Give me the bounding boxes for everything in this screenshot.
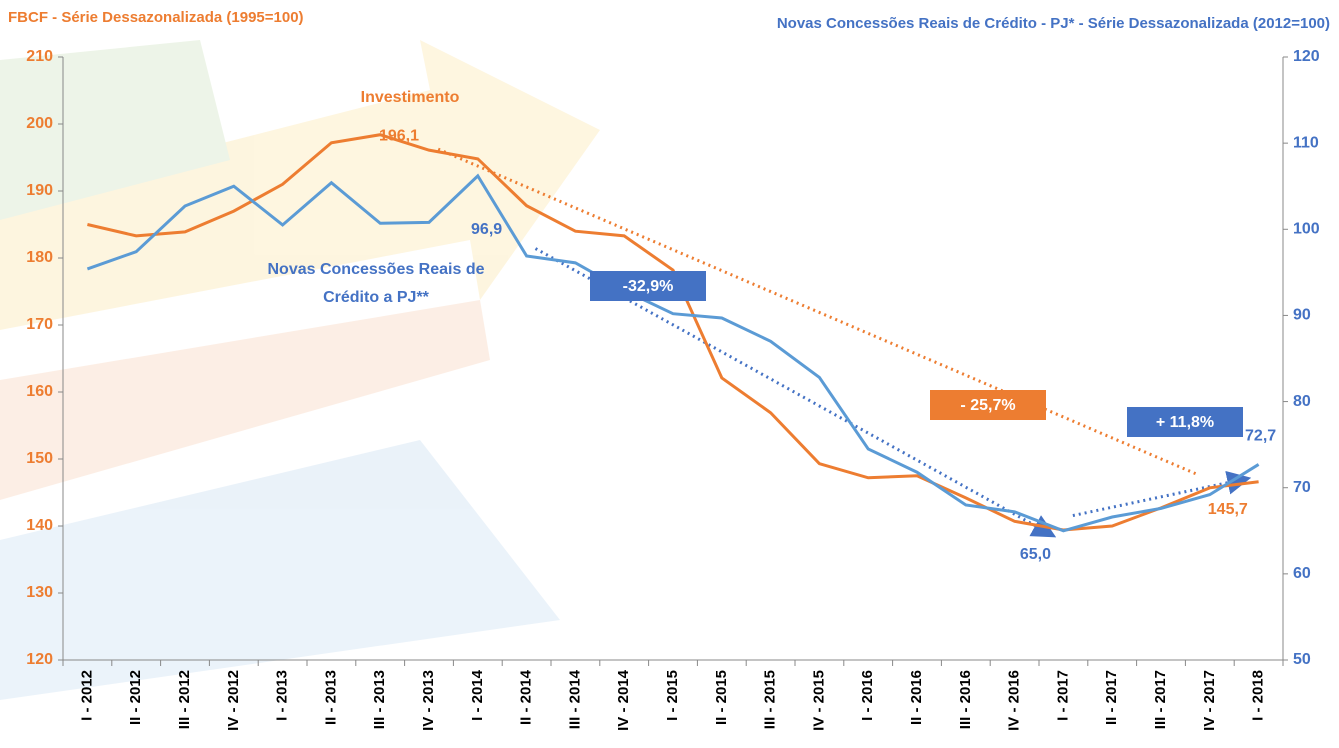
y2-tick-label: 120 [1293,48,1320,65]
x-tick-label: II - 2015 [713,670,730,725]
y-tick-label: 150 [26,450,53,467]
x-tick-label: III - 2016 [957,670,974,729]
y-tick-label: 180 [26,249,53,266]
change-label: - 25,7% [960,397,1015,414]
x-tick-label: IV - 2012 [225,670,242,731]
x-tick-label: II - 2013 [322,670,339,725]
x-tick-label: I - 2017 [1054,670,1071,721]
x-tick-label: IV - 2015 [810,670,827,731]
value-label: 72,7 [1245,428,1276,445]
y2-tick-label: 60 [1293,565,1311,582]
background-arrows [0,40,600,700]
x-tick-label: III - 2014 [566,669,583,729]
y2-tick-label: 100 [1293,221,1320,238]
y-tick-label: 210 [26,48,53,65]
x-tick-label: II - 2014 [518,669,535,725]
x-tick-label: II - 2017 [1103,670,1120,725]
x-tick-label: I - 2014 [469,669,486,721]
series-name: Novas Concessões Reais de [268,261,485,278]
x-tick-label: III - 2017 [1152,670,1169,729]
x-tick-label: III - 2013 [371,670,388,729]
series-line [87,135,1258,530]
x-tick-label: III - 2015 [762,670,779,729]
y-axis-title: FBCF - Série Dessazonalizada (1995=100) [8,9,304,26]
chart: FBCF - Série Dessazonalizada (1995=100) … [0,0,1339,748]
x-tick-label: II - 2016 [908,670,925,725]
x-tick-label: IV - 2017 [1201,670,1218,731]
value-label: 196,1 [379,127,419,144]
y-tick-label: 160 [26,383,53,400]
x-tick-label: II - 2012 [127,670,144,725]
y2-tick-label: 80 [1293,393,1311,410]
x-tick-label: III - 2012 [176,670,193,729]
y2-tick-label: 70 [1293,479,1311,496]
series-name: Crédito a PJ** [323,289,430,306]
y-tick-label: 200 [26,115,53,132]
y-tick-label: 170 [26,316,53,333]
x-tick-label: IV - 2014 [615,669,632,731]
x-tick-label: I - 2012 [78,670,95,721]
x-tick-label: IV - 2013 [420,670,437,731]
y2-tick-label: 90 [1293,307,1311,324]
value-label: 65,0 [1020,546,1051,563]
y2-tick-label: 50 [1293,651,1311,668]
y2-axis-title: Novas Concessões Reais de Crédito - PJ* … [777,15,1330,32]
x-tick-label: I - 2016 [859,670,876,721]
y2-tick-label: 110 [1293,134,1319,151]
x-tick-label: IV - 2016 [1006,670,1023,731]
value-label: 145,7 [1208,501,1248,518]
series-name: Investimento [361,89,460,106]
y-tick-label: 130 [26,584,53,601]
x-tick-label: I - 2013 [274,670,291,721]
x-tick-label: I - 2015 [664,670,681,721]
y-tick-label: 140 [26,517,53,534]
value-label: 96,9 [471,221,502,238]
y-tick-label: 120 [26,651,53,668]
x-tick-label: I - 2018 [1250,670,1267,721]
y-tick-label: 190 [26,182,53,199]
change-label: -32,9% [623,278,674,295]
change-label: + 11,8% [1156,414,1214,431]
